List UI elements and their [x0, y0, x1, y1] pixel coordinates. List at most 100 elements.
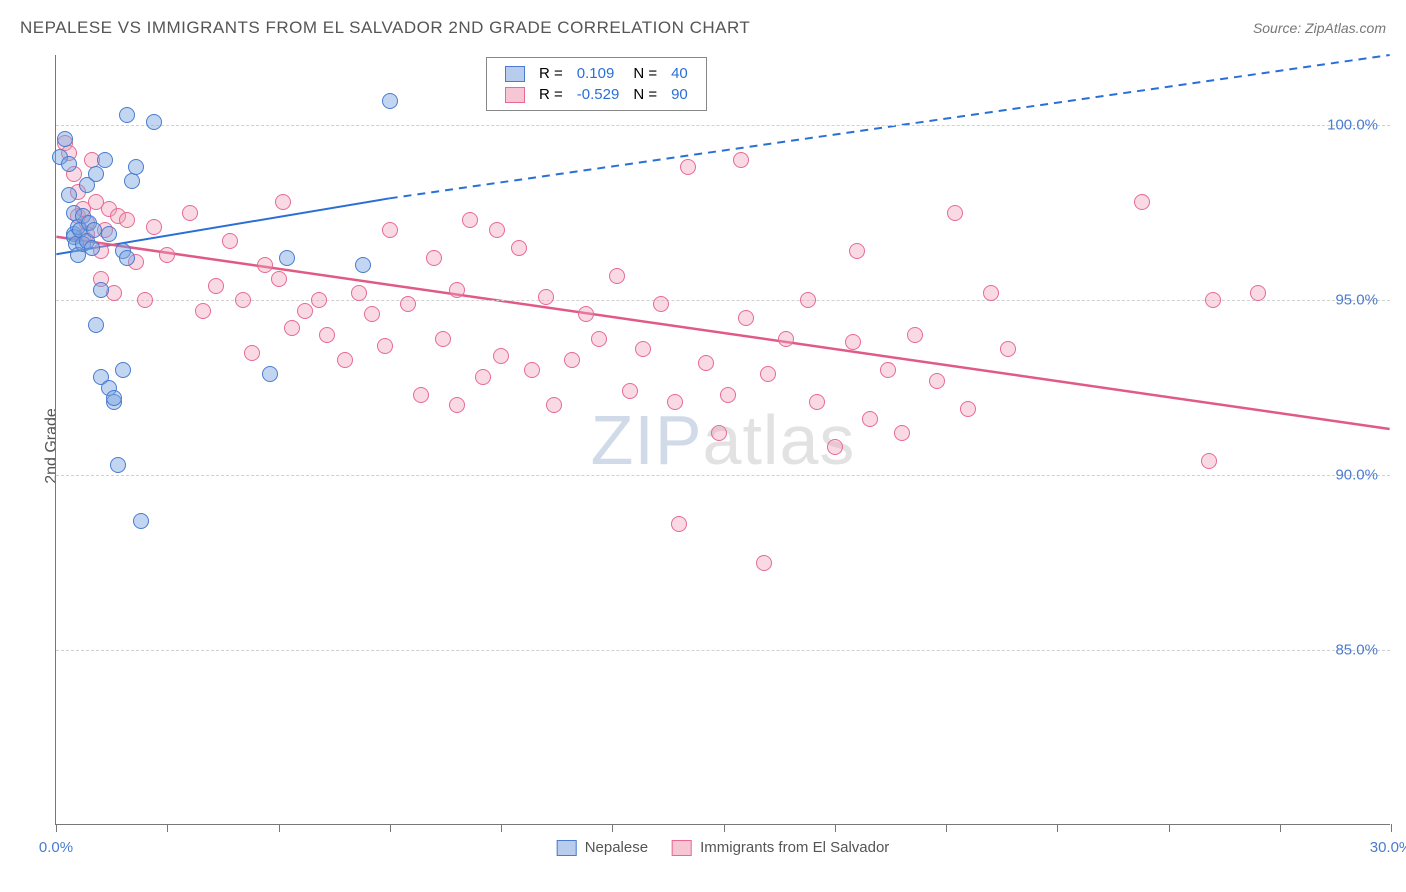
scatter-point-elsalvador — [382, 222, 398, 238]
scatter-point-nepalese — [61, 156, 77, 172]
scatter-point-nepalese — [279, 250, 295, 266]
scatter-point-elsalvador — [929, 373, 945, 389]
n-value: 40 — [665, 64, 694, 83]
scatter-point-elsalvador — [680, 159, 696, 175]
n-label: N = — [627, 85, 663, 104]
scatter-point-elsalvador — [983, 285, 999, 301]
scatter-point-elsalvador — [800, 292, 816, 308]
x-tick — [501, 824, 502, 832]
scatter-point-nepalese — [124, 173, 140, 189]
scatter-point-elsalvador — [449, 397, 465, 413]
scatter-point-elsalvador — [319, 327, 335, 343]
x-tick — [1169, 824, 1170, 832]
x-tick — [56, 824, 57, 832]
scatter-point-nepalese — [146, 114, 162, 130]
scatter-point-elsalvador — [578, 306, 594, 322]
scatter-point-elsalvador — [960, 401, 976, 417]
n-value: 90 — [665, 85, 694, 104]
legend-item: Nepalese — [557, 839, 648, 856]
scatter-point-elsalvador — [720, 387, 736, 403]
legend-swatch — [499, 64, 531, 83]
scatter-point-elsalvador — [809, 394, 825, 410]
scatter-point-elsalvador — [845, 334, 861, 350]
y-tick-label: 90.0% — [1335, 467, 1378, 484]
scatter-point-elsalvador — [377, 338, 393, 354]
scatter-point-elsalvador — [1250, 285, 1266, 301]
scatter-point-elsalvador — [564, 352, 580, 368]
scatter-point-elsalvador — [119, 212, 135, 228]
correlation-legend: R =0.109N =40R =-0.529N =90 — [486, 57, 707, 111]
scatter-point-elsalvador — [222, 233, 238, 249]
scatter-point-elsalvador — [1201, 453, 1217, 469]
legend-label: Immigrants from El Salvador — [700, 839, 889, 856]
scatter-point-elsalvador — [711, 425, 727, 441]
scatter-point-elsalvador — [435, 331, 451, 347]
scatter-point-elsalvador — [538, 289, 554, 305]
x-tick — [390, 824, 391, 832]
series-legend: Nepalese Immigrants from El Salvador — [557, 839, 890, 856]
scatter-point-elsalvador — [493, 348, 509, 364]
gridline-h — [56, 125, 1390, 126]
scatter-point-nepalese — [88, 166, 104, 182]
scatter-point-elsalvador — [1134, 194, 1150, 210]
scatter-point-elsalvador — [827, 439, 843, 455]
scatter-point-elsalvador — [195, 303, 211, 319]
y-tick-label: 100.0% — [1327, 117, 1378, 134]
scatter-point-nepalese — [86, 222, 102, 238]
y-tick-label: 95.0% — [1335, 292, 1378, 309]
x-tick — [612, 824, 613, 832]
chart-header: NEPALESE VS IMMIGRANTS FROM EL SALVADOR … — [20, 18, 1386, 38]
scatter-point-elsalvador — [546, 397, 562, 413]
scatter-plot-area: ZIPatlas R =0.109N =40R =-0.529N =90 Nep… — [55, 55, 1390, 825]
r-value: -0.529 — [571, 85, 626, 104]
n-label: N = — [627, 64, 663, 83]
scatter-point-elsalvador — [591, 331, 607, 347]
scatter-point-elsalvador — [756, 555, 772, 571]
scatter-point-elsalvador — [667, 394, 683, 410]
scatter-point-elsalvador — [947, 205, 963, 221]
scatter-point-elsalvador — [894, 425, 910, 441]
scatter-point-elsalvador — [475, 369, 491, 385]
scatter-point-nepalese — [382, 93, 398, 109]
scatter-point-elsalvador — [275, 194, 291, 210]
scatter-point-nepalese — [115, 362, 131, 378]
scatter-point-elsalvador — [271, 271, 287, 287]
x-tick — [167, 824, 168, 832]
scatter-point-elsalvador — [257, 257, 273, 273]
scatter-point-elsalvador — [297, 303, 313, 319]
scatter-point-nepalese — [110, 457, 126, 473]
gridline-h — [56, 300, 1390, 301]
scatter-point-nepalese — [61, 187, 77, 203]
r-label: R = — [533, 85, 569, 104]
scatter-point-elsalvador — [524, 362, 540, 378]
scatter-point-nepalese — [84, 240, 100, 256]
scatter-point-elsalvador — [880, 362, 896, 378]
scatter-point-nepalese — [119, 250, 135, 266]
scatter-point-elsalvador — [907, 327, 923, 343]
r-value: 0.109 — [571, 64, 626, 83]
scatter-point-elsalvador — [653, 296, 669, 312]
scatter-point-nepalese — [119, 107, 135, 123]
x-tick-label: 0.0% — [39, 839, 73, 856]
x-tick — [1280, 824, 1281, 832]
r-label: R = — [533, 64, 569, 83]
scatter-point-elsalvador — [609, 268, 625, 284]
legend-swatch — [499, 85, 531, 104]
scatter-point-elsalvador — [760, 366, 776, 382]
x-tick-label: 30.0% — [1370, 839, 1406, 856]
scatter-point-nepalese — [355, 257, 371, 273]
scatter-point-elsalvador — [284, 320, 300, 336]
legend-item: Immigrants from El Salvador — [672, 839, 889, 856]
gridline-h — [56, 475, 1390, 476]
legend-stat-row: R =0.109N =40 — [499, 64, 694, 83]
scatter-point-elsalvador — [849, 243, 865, 259]
scatter-point-elsalvador — [489, 222, 505, 238]
scatter-point-elsalvador — [146, 219, 162, 235]
scatter-point-elsalvador — [235, 292, 251, 308]
scatter-point-elsalvador — [671, 516, 687, 532]
x-tick — [946, 824, 947, 832]
y-tick-label: 85.0% — [1335, 642, 1378, 659]
scatter-point-nepalese — [128, 159, 144, 175]
scatter-point-nepalese — [133, 513, 149, 529]
scatter-point-elsalvador — [400, 296, 416, 312]
